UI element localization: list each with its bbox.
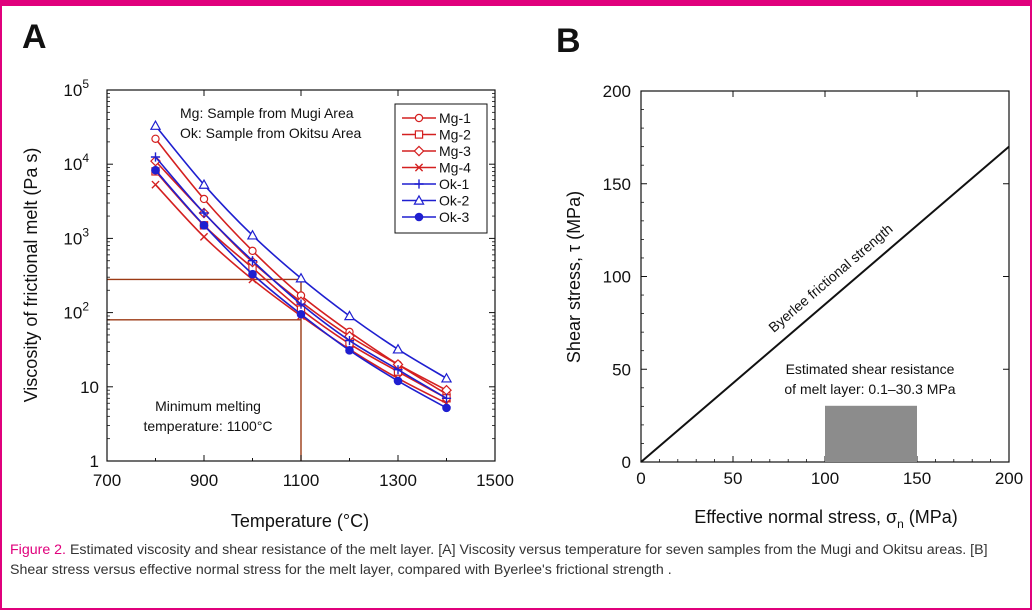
data-point-ok-3 <box>199 221 209 230</box>
x-axis-title-b-sub: n <box>897 517 904 531</box>
legend-label-mg-2: Mg-2 <box>439 127 471 143</box>
y-tick-label-a: 103 <box>63 225 89 248</box>
data-point-ok-3 <box>345 346 354 355</box>
data-point-mg-1 <box>248 246 257 256</box>
figure-caption: Figure 2. Estimated viscosity and shear … <box>10 540 1022 580</box>
x-axis-title-a: Temperature (°C) <box>231 511 369 531</box>
ticks-a: 700 900 1100 1300 1500 1 10 102 103 104 105 <box>63 77 514 490</box>
x-tick-label-a: 1500 <box>476 471 514 490</box>
y-tick-label-b: 200 <box>603 82 631 101</box>
y-tick-label-b: 100 <box>603 268 631 287</box>
caption-lead: Figure 2. <box>10 542 66 558</box>
legend-label-ok-3: Ok-3 <box>439 209 470 225</box>
x-axis-title-b-unit: (MPa) <box>904 507 958 527</box>
data-point-ok-1 <box>344 335 355 346</box>
x-tick-label-b: 100 <box>811 469 839 488</box>
legend-box <box>394 103 488 234</box>
x-tick-label-a: 1300 <box>379 471 417 490</box>
legend-label-mg-3: Mg-3 <box>439 143 471 159</box>
okitsu-note: Ok: Sample from Okitsu Area <box>180 125 361 141</box>
data-point-ok-1 <box>150 152 161 162</box>
x-tick-label-b: 200 <box>995 469 1023 488</box>
y-tick-label-a: 105 <box>63 77 89 100</box>
y-tick-label-a: 1 <box>90 452 99 471</box>
legend: Mg-1Mg-2Mg-3Mg-4Ok-1Ok-2Ok-3 <box>394 103 488 234</box>
min-melting-label-1: Minimum melting <box>155 398 261 414</box>
melt-label-2: of melt layer: 0.1–30.3 MPa <box>784 381 955 397</box>
y-tick-label-a: 102 <box>63 300 89 323</box>
x-tick-label-a: 900 <box>190 471 218 490</box>
legend-marker-mg-2 <box>414 130 424 139</box>
data-point-ok-2 <box>198 178 210 189</box>
legend-marker-ok-1 <box>414 179 424 189</box>
data-point-mg-1 <box>151 134 160 143</box>
data-point-ok-2 <box>392 343 404 354</box>
data-point-ok-1 <box>296 299 306 309</box>
y-tick-label-b: 50 <box>612 360 631 379</box>
x-axis-title-b-main: Effective normal stress, σ <box>694 507 897 527</box>
shear-stress-chart: 0 50 100 150 200 0 50 100 150 200 Byerlee frictio… <box>564 82 1023 531</box>
caption-text: Estimated viscosity and shear resistance… <box>10 542 988 578</box>
data-point-mg-4 <box>151 180 160 189</box>
data-point-mg-1 <box>199 194 209 204</box>
ticks-b: 0 50 100 150 200 0 50 100 150 200 <box>603 82 1024 488</box>
min-melting-label-2: temperature: 1100°C <box>143 418 272 434</box>
data-point-ok-3 <box>248 269 257 279</box>
y-tick-label-a: 104 <box>63 151 89 174</box>
x-tick-label-a: 1100 <box>283 471 320 490</box>
data-point-ok-2 <box>440 372 453 383</box>
data-point-ok-1 <box>199 208 209 218</box>
legend-label-ok-2: Ok-2 <box>439 193 470 209</box>
data-point-ok-2 <box>149 119 162 130</box>
data-point-ok-3 <box>442 403 451 413</box>
legend-label-mg-1: Mg-1 <box>439 110 471 126</box>
data-point-ok-1 <box>247 256 258 266</box>
data-point-ok-2 <box>343 310 356 321</box>
data-point-mg-4 <box>199 232 209 241</box>
legend-marker-mg-1 <box>414 113 424 123</box>
viscosity-chart: 700 900 1100 1300 1500 1 10 102 103 104 105 Mg: Sa… <box>21 77 514 531</box>
data-point-ok-3 <box>151 165 160 175</box>
byerlee-label: Byerlee frictional strength <box>765 220 895 335</box>
x-tick-label-b: 0 <box>636 469 645 488</box>
data-point-ok-1 <box>441 393 452 403</box>
y-axis-title-a: Viscosity of frictional melt (Pa s) <box>21 148 41 403</box>
legend-marker-mg-3 <box>413 145 425 157</box>
series-group <box>149 119 453 413</box>
x-axis-title-b: Effective normal stress, σn (MPa) <box>694 507 958 531</box>
data-point-ok-3 <box>393 376 403 386</box>
legend-label-mg-4: Mg-4 <box>439 160 471 176</box>
legend-label-ok-1: Ok-1 <box>439 176 470 192</box>
x-tick-label-b: 50 <box>724 469 743 488</box>
x-tick-label-a: 700 <box>93 471 121 490</box>
data-point-ok-1 <box>393 365 403 375</box>
y-axis-title-b: Shear stress, τ (MPa) <box>564 191 584 363</box>
data-point-ok-2 <box>295 272 307 283</box>
y-tick-label-b: 150 <box>603 175 631 194</box>
panel-letter-b: B <box>556 22 581 60</box>
data-point-ok-3 <box>296 309 306 319</box>
legend-marker-ok-3 <box>414 212 424 222</box>
legend-marker-ok-2 <box>413 194 425 205</box>
mugi-note: Mg: Sample from Mugi Area <box>180 105 354 121</box>
legend-marker-mg-4 <box>414 163 424 172</box>
byerlee-line <box>640 145 1010 463</box>
panel-letter-a: A <box>22 18 47 56</box>
data-point-ok-2 <box>246 229 259 240</box>
y-tick-label-a: 10 <box>80 378 99 397</box>
melt-label-1: Estimated shear resistance <box>786 361 955 377</box>
melt-layer-box <box>825 405 917 462</box>
y-tick-label-b: 0 <box>622 453 631 472</box>
x-tick-label-b: 150 <box>903 469 931 488</box>
